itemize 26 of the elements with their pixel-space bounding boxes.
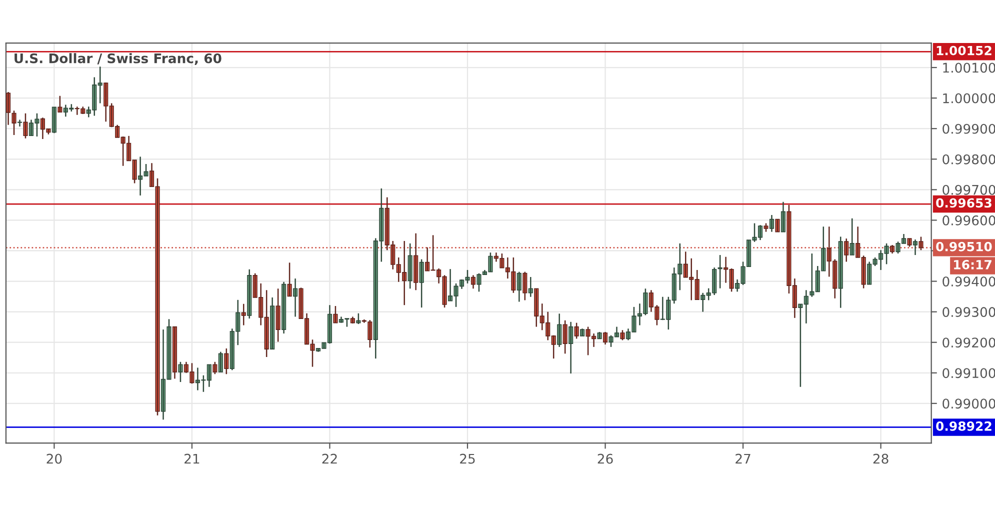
- x-tick-label: 20: [46, 454, 62, 464]
- y-tick-label: 0.99100: [942, 368, 995, 378]
- y-tick-label: 0.99900: [942, 124, 995, 134]
- y-tick-label: 0.99400: [942, 276, 995, 286]
- candlestick: [178, 361, 183, 383]
- y-tick-label: 0.99200: [942, 338, 995, 348]
- ref-line-label: 0.99653: [936, 198, 992, 208]
- ref-line-label: 0.98922: [936, 421, 992, 431]
- ref-line-label: 0.99510: [936, 242, 992, 252]
- ref-line-label: 1.00152: [936, 46, 992, 56]
- text: 16:17: [954, 260, 992, 270]
- y-tick-label: 0.99800: [942, 154, 995, 164]
- y-tick-label: 0.99300: [942, 307, 995, 318]
- y-tick-label: 1.00100: [943, 62, 995, 73]
- candlestick: [775, 218, 780, 232]
- x-tick-label: 21: [184, 454, 200, 464]
- x-tick-label: 28: [873, 454, 888, 464]
- x-tick-label: 22: [322, 454, 337, 464]
- x-tick-label: 27: [736, 454, 750, 464]
- y-tick-label: 0.99700: [942, 184, 995, 195]
- y-tick-label: 0.99600: [942, 215, 995, 226]
- x-tick-label: 26: [598, 454, 613, 464]
- x-tick-label: 25: [460, 454, 475, 464]
- y-tick-label: 1.00000: [943, 93, 995, 104]
- y-tick-label: 0.99000: [942, 398, 995, 409]
- text: U.S. Dollar / Swiss Franc, 60: [14, 53, 222, 65]
